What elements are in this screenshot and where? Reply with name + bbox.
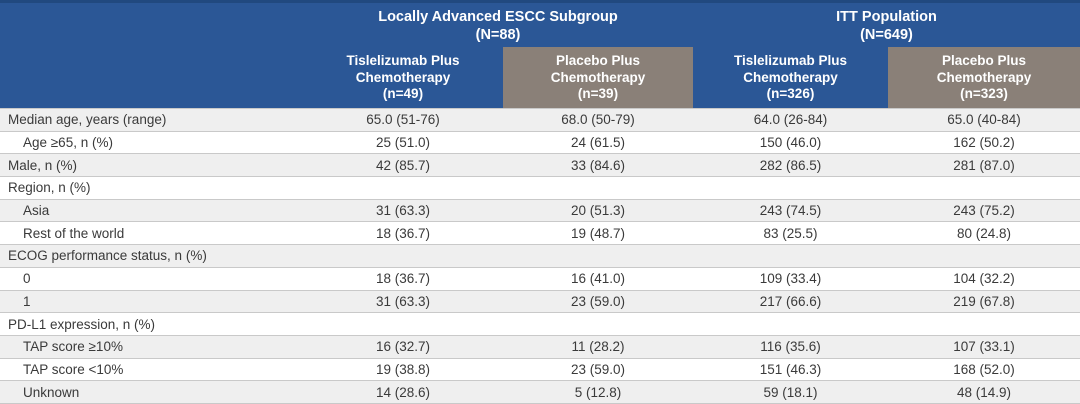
cell-value: 16 (32.7) xyxy=(375,339,431,355)
group-header-escc-subgroup: Locally Advanced ESCC Subgroup (N=88) xyxy=(303,3,693,44)
cell-value: 5 (12.8) xyxy=(574,384,622,400)
cell-value: 23 (59.0) xyxy=(570,361,626,377)
column-label-line1: Placebo Plus xyxy=(941,53,1027,68)
column-header-tislelizumab-itt: Tislelizumab Plus Chemotherapy (n=326) xyxy=(693,47,888,108)
table-row: Region, n (%) xyxy=(0,177,1080,200)
column-header-tislelizumab-escc: Tislelizumab Plus Chemotherapy (n=49) xyxy=(303,47,503,108)
row-label: Unknown xyxy=(23,384,80,400)
group-label: Locally Advanced ESCC Subgroup xyxy=(378,9,618,25)
column-n: (n=39) xyxy=(577,86,619,101)
column-n: (n=326) xyxy=(766,86,815,101)
cell-value: 168 (52.0) xyxy=(953,361,1015,377)
table-row: 1 31 (63.3) 23 (59.0) 217 (66.6) 219 (67.8) xyxy=(0,290,1080,314)
cell-value: 219 (67.8) xyxy=(953,293,1015,309)
cell-value: 243 (75.2) xyxy=(953,203,1015,219)
cell-value: 243 (74.5) xyxy=(759,203,822,219)
row-label: Age ≥65, n (%) xyxy=(23,135,113,151)
cell-value: 16 (41.0) xyxy=(570,271,626,287)
cell-value: 281 (87.0) xyxy=(953,157,1015,173)
cell-value: 18 (36.7) xyxy=(375,225,431,241)
column-label-line1: Placebo Plus xyxy=(555,53,641,68)
cell-value: 18 (36.7) xyxy=(375,271,431,287)
cell-value: 109 (33.4) xyxy=(759,271,822,287)
cell-value: 65.0 (51-76) xyxy=(366,112,440,128)
row-label: ECOG performance status, n (%) xyxy=(8,248,207,264)
row-label: 0 xyxy=(23,271,31,287)
cell-value: 31 (63.3) xyxy=(375,203,431,219)
group-n: (N=649) xyxy=(860,27,913,43)
row-label: TAP score ≥10% xyxy=(23,339,123,355)
row-label: TAP score <10% xyxy=(23,361,124,377)
cell-value: 65.0 (40-84) xyxy=(947,112,1021,128)
cell-value: 25 (51.0) xyxy=(375,135,431,151)
column-n: (n=323) xyxy=(960,86,1008,101)
column-header-placebo-escc: Placebo Plus Chemotherapy (n=39) xyxy=(503,47,693,108)
table-row: PD-L1 expression, n (%) xyxy=(0,313,1080,336)
group-header-itt-population: ITT Population (N=649) xyxy=(693,3,1080,44)
table-body: Median age, years (range) 65.0 (51-76) 68.… xyxy=(0,108,1080,404)
row-label: Region, n (%) xyxy=(8,180,91,196)
cell-value: 42 (85.7) xyxy=(375,157,431,173)
cell-value: 24 (61.5) xyxy=(570,135,626,151)
group-label: ITT Population xyxy=(836,9,937,25)
row-label: 1 xyxy=(23,293,31,309)
column-label-line2: Chemotherapy xyxy=(550,69,646,85)
column-header-placebo-itt: Placebo Plus Chemotherapy (n=323) xyxy=(888,47,1080,108)
table-row: Median age, years (range) 65.0 (51-76) 68.… xyxy=(0,109,1080,132)
table-row: Age ≥65, n (%) 25 (51.0) 24 (61.5) 150 (46.… xyxy=(0,131,1080,155)
table-row: Unknown 14 (28.6) 5 (12.8) 59 (18.1) 48 (14.… xyxy=(0,381,1080,404)
table-row: Rest of the world 18 (36.7) 19 (48.7) 83 (2… xyxy=(0,222,1080,246)
column-label-line1: Tislelizumab Plus xyxy=(346,53,460,68)
column-label-line2: Chemotherapy xyxy=(743,69,838,85)
row-label: Male, n (%) xyxy=(8,157,78,173)
cell-value: 59 (18.1) xyxy=(763,384,818,400)
column-label-line1: Tislelizumab Plus xyxy=(733,53,848,68)
cell-value: 162 (50.2) xyxy=(953,135,1015,151)
cell-value: 68.0 (50-79) xyxy=(561,112,635,128)
cell-value: 19 (48.7) xyxy=(570,225,626,241)
table-row: Asia 31 (63.3) 20 (51.3) 243 (74.5) 243 (75.… xyxy=(0,199,1080,223)
cell-value: 11 (28.2) xyxy=(571,339,625,355)
cell-value: 150 (46.0) xyxy=(759,135,822,151)
table-row: TAP score ≥10% 16 (32.7) 11 (28.2) 116 (35.… xyxy=(0,335,1080,359)
column-label-line2: Chemotherapy xyxy=(355,69,451,85)
cell-value: 116 (35.6) xyxy=(760,339,821,355)
row-label: PD-L1 expression, n (%) xyxy=(8,316,156,332)
column-header-row: Tislelizumab Plus Chemotherapy (n=49) Pl… xyxy=(0,47,1080,108)
cell-value: 282 (86.5) xyxy=(759,157,822,173)
cell-value: 151 (46.3) xyxy=(759,361,822,377)
column-n: (n=49) xyxy=(382,86,424,101)
row-label: Median age, years (range) xyxy=(8,112,167,128)
cell-value: 104 (32.2) xyxy=(953,271,1015,287)
column-header-spacer xyxy=(0,47,303,108)
column-label-line2: Chemotherapy xyxy=(936,69,1032,85)
table-row: ECOG performance status, n (%) xyxy=(0,245,1080,268)
table-row: Male, n (%) 42 (85.7) 33 (84.6) 282 (86.5) 2… xyxy=(0,154,1080,178)
cell-value: 33 (84.6) xyxy=(570,157,626,173)
row-label: Asia xyxy=(23,203,50,219)
cell-value: 80 (24.8) xyxy=(956,225,1012,241)
cell-value: 64.0 (26-84) xyxy=(753,112,828,128)
cell-value: 23 (59.0) xyxy=(570,293,626,309)
cell-value: 19 (38.8) xyxy=(375,361,431,377)
table-row: 0 18 (36.7) 16 (41.0) 109 (33.4) 104 (32.2) xyxy=(0,267,1080,291)
table-header: Locally Advanced ESCC Subgroup (N=88) IT… xyxy=(0,0,1080,108)
cell-value: 107 (33.1) xyxy=(953,339,1015,355)
cell-value: 20 (51.3) xyxy=(570,203,626,219)
cell-value: 83 (25.5) xyxy=(763,225,818,241)
group-header-row: Locally Advanced ESCC Subgroup (N=88) IT… xyxy=(0,3,1080,47)
cell-value: 48 (14.9) xyxy=(956,384,1012,400)
row-label: Rest of the world xyxy=(23,225,125,241)
cell-value: 31 (63.3) xyxy=(375,293,431,309)
table-row: TAP score <10% 19 (38.8) 23 (59.0) 151 (46.… xyxy=(0,358,1080,382)
cell-value: 14 (28.6) xyxy=(375,384,431,400)
group-n: (N=88) xyxy=(475,27,521,43)
cell-value: 217 (66.6) xyxy=(759,293,822,309)
